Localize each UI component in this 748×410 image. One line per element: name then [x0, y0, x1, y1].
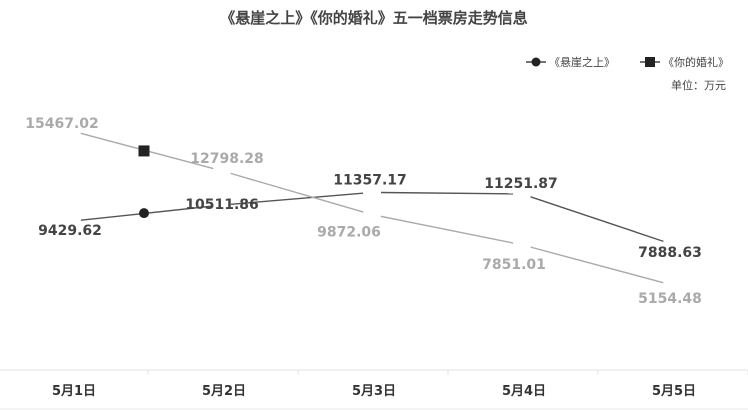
data-label: 7888.63	[638, 245, 702, 261]
chart-title: 《悬崖之上》《你的婚礼》五一档票房走势信息	[220, 9, 528, 27]
x-tick-label: 5月5日	[652, 384, 696, 399]
series-2	[80, 132, 664, 284]
data-label: 10511.86	[185, 197, 259, 213]
x-tick-label: 5月2日	[202, 384, 246, 399]
x-tick-label: 5月1日	[52, 384, 96, 399]
data-label: 7851.01	[482, 257, 546, 273]
data-label: 12798.28	[190, 151, 264, 167]
data-label: 5154.48	[638, 291, 702, 307]
unit-label: 单位：万元	[671, 78, 726, 92]
x-tick-label: 5月4日	[502, 384, 546, 399]
square-marker-icon	[645, 57, 655, 67]
legend: 《悬崖之上》 《你的婚礼》	[526, 55, 729, 69]
series-line-segment	[230, 192, 364, 205]
data-label: 15467.02	[25, 116, 99, 132]
legend-item-series-2[interactable]: 《你的婚礼》	[640, 55, 729, 69]
legend-label-series-1: 《悬崖之上》	[549, 55, 615, 69]
series-line-segment	[530, 196, 664, 243]
data-label: 9872.06	[317, 225, 381, 241]
legend-item-series-1[interactable]: 《悬崖之上》	[526, 55, 615, 69]
data-label: 11357.17	[333, 172, 407, 188]
series-line-segment	[380, 191, 514, 195]
data-label: 9429.62	[38, 223, 102, 239]
series-1	[80, 191, 664, 243]
series-line-segment	[380, 215, 514, 244]
data-label: 11251.87	[484, 176, 558, 192]
series-line-segment	[530, 246, 664, 284]
circle-marker-icon	[531, 57, 541, 67]
legend-label-series-2: 《你的婚礼》	[663, 55, 729, 69]
x-tick-label: 5月3日	[352, 384, 396, 399]
x-axis: 5月1日 5月2日 5月3日 5月4日 5月5日	[0, 369, 748, 410]
series-line-segment	[230, 172, 364, 213]
square-marker	[138, 145, 150, 157]
circle-marker	[139, 208, 149, 219]
